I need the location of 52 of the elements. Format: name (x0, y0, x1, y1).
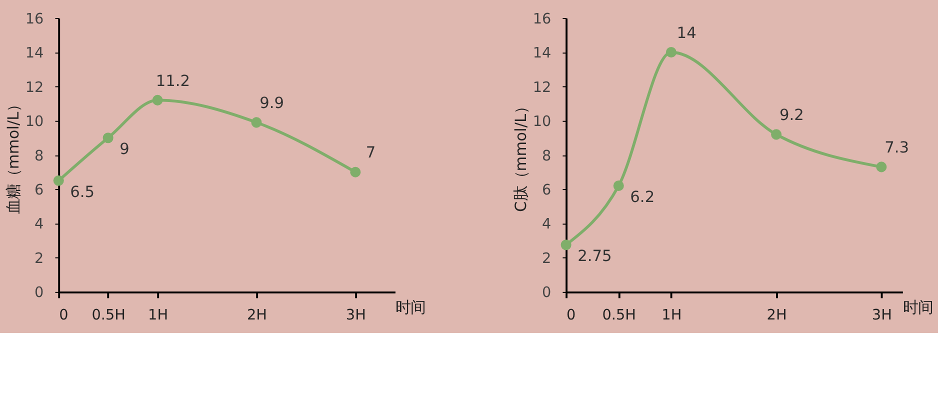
x-tick-label: 2H (766, 307, 787, 324)
y-tick-label: 10 (25, 114, 44, 130)
data-label: 9.2 (779, 106, 804, 124)
data-label: 14 (676, 24, 696, 42)
x-tick-label: 0.5H (602, 307, 636, 324)
point (613, 180, 624, 192)
y-tick-label: 2 (542, 250, 552, 267)
x-tick-label: 0 (566, 307, 576, 324)
y-tick-label: 4 (34, 216, 44, 233)
y-axis-title: 血糖（mmol/L） (4, 96, 23, 214)
y-tick-label: 4 (542, 216, 552, 233)
data-label: 9.9 (260, 94, 284, 112)
x-tick-label: 0 (59, 307, 68, 324)
point (102, 132, 114, 144)
x-axis-title: 时间 (902, 298, 933, 317)
data-label: 7.3 (884, 138, 910, 157)
point (152, 94, 163, 106)
data-label: 11.2 (156, 72, 190, 90)
y-tick-label: 14 (532, 46, 552, 62)
data-label: 7 (366, 144, 376, 162)
point (53, 175, 64, 186)
y-tick-label: 10 (532, 114, 552, 130)
y-tick-label: 0 (542, 285, 552, 302)
x-tick-label: 2H (246, 307, 267, 324)
x-tick-label: 0.5H (92, 307, 126, 324)
x-tick-label: 1H (148, 307, 168, 324)
y-tick-label: 14 (25, 46, 44, 62)
point (771, 129, 782, 140)
x-tick-label: 1H (662, 307, 682, 324)
data-label: 2.75 (578, 247, 612, 266)
point (876, 162, 887, 172)
y-tick-label: 16 (532, 11, 552, 28)
y-tick-label: 0 (34, 285, 44, 302)
y-tick-label: 6 (34, 182, 44, 198)
y-axis-title: C肽（mmol/L） (512, 98, 530, 212)
point (560, 240, 572, 250)
point (350, 166, 361, 178)
data-label: 6.2 (630, 188, 655, 206)
y-tick-label: 12 (532, 80, 552, 96)
x-axis-title: 时间 (395, 298, 426, 317)
x-tick-label: 3H (346, 307, 366, 324)
point (666, 47, 676, 58)
y-tick-label: 12 (25, 80, 44, 96)
data-label: 6.5 (70, 182, 95, 201)
data-label: 9 (120, 140, 130, 158)
y-tick-label: 6 (542, 182, 552, 198)
y-tick-label: 16 (25, 11, 44, 28)
x-tick-label: 3H (872, 307, 892, 324)
y-tick-label: 8 (542, 148, 552, 164)
point (251, 117, 262, 128)
y-tick-label: 8 (34, 148, 44, 164)
y-tick-label: 2 (34, 250, 44, 267)
